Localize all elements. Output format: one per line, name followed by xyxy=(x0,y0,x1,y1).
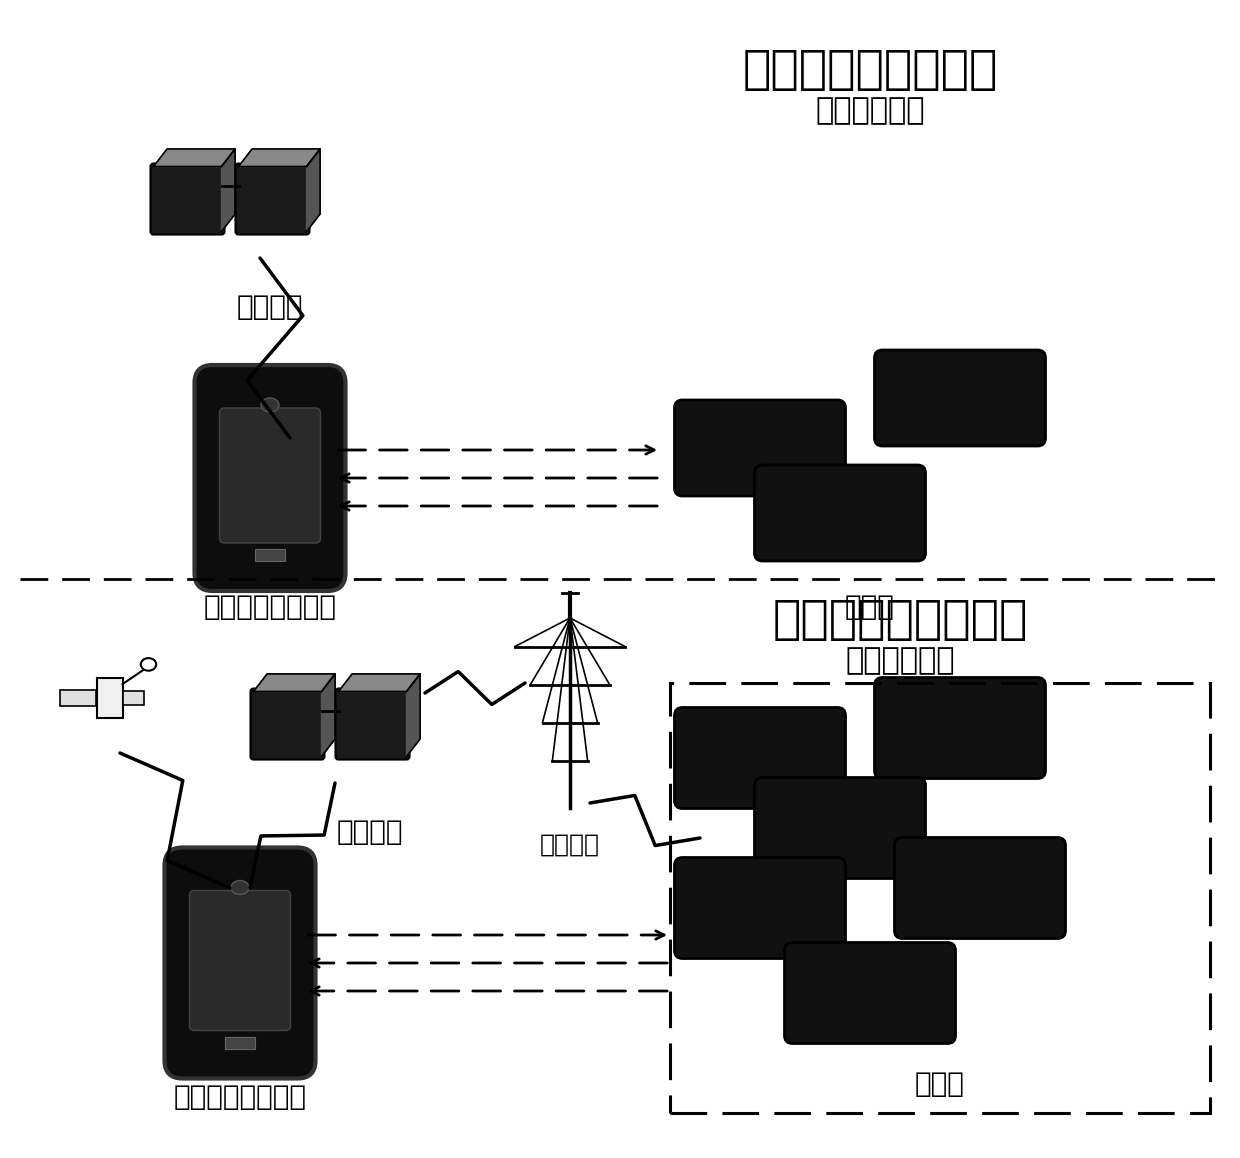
FancyBboxPatch shape xyxy=(165,848,315,1078)
Bar xyxy=(123,691,144,705)
Polygon shape xyxy=(222,149,236,232)
FancyBboxPatch shape xyxy=(675,708,846,808)
Text: 系统后台: 系统后台 xyxy=(237,293,304,321)
Polygon shape xyxy=(253,674,335,691)
Ellipse shape xyxy=(231,880,249,894)
Text: 智能顶灯执法方式一: 智能顶灯执法方式一 xyxy=(743,47,998,93)
Text: （静态执法）: （静态执法） xyxy=(846,646,955,675)
Polygon shape xyxy=(321,674,335,756)
Bar xyxy=(670,683,1210,1113)
Polygon shape xyxy=(154,149,236,167)
FancyBboxPatch shape xyxy=(236,163,310,235)
Text: 系统后台: 系统后台 xyxy=(337,818,403,846)
Bar xyxy=(98,679,123,718)
FancyBboxPatch shape xyxy=(754,777,925,879)
Ellipse shape xyxy=(260,398,279,412)
Bar xyxy=(224,1036,255,1048)
FancyBboxPatch shape xyxy=(190,891,290,1031)
FancyBboxPatch shape xyxy=(195,365,346,591)
Text: 出租车: 出租车 xyxy=(846,593,895,621)
FancyBboxPatch shape xyxy=(675,858,846,959)
FancyBboxPatch shape xyxy=(874,677,1045,778)
Text: 智能顶灯执法方式二: 智能顶灯执法方式二 xyxy=(773,598,1028,643)
Bar xyxy=(255,549,285,560)
Text: 无线传感执法终端: 无线传感执法终端 xyxy=(203,593,336,621)
FancyBboxPatch shape xyxy=(874,350,1045,446)
FancyBboxPatch shape xyxy=(894,837,1065,938)
Polygon shape xyxy=(339,674,420,691)
FancyBboxPatch shape xyxy=(785,943,956,1043)
Polygon shape xyxy=(407,674,420,756)
Text: 网络基站: 网络基站 xyxy=(539,833,600,857)
FancyBboxPatch shape xyxy=(675,400,846,496)
Bar xyxy=(60,690,95,706)
FancyBboxPatch shape xyxy=(250,689,325,760)
FancyBboxPatch shape xyxy=(150,163,224,235)
Text: 无线传感执法终端: 无线传感执法终端 xyxy=(174,1083,306,1111)
Text: 出租车: 出租车 xyxy=(915,1070,965,1098)
Text: （动态执法）: （动态执法） xyxy=(815,96,925,125)
FancyBboxPatch shape xyxy=(336,689,409,760)
Polygon shape xyxy=(238,149,320,167)
Ellipse shape xyxy=(141,658,156,670)
FancyBboxPatch shape xyxy=(754,466,925,560)
Polygon shape xyxy=(306,149,320,232)
FancyBboxPatch shape xyxy=(219,408,320,543)
